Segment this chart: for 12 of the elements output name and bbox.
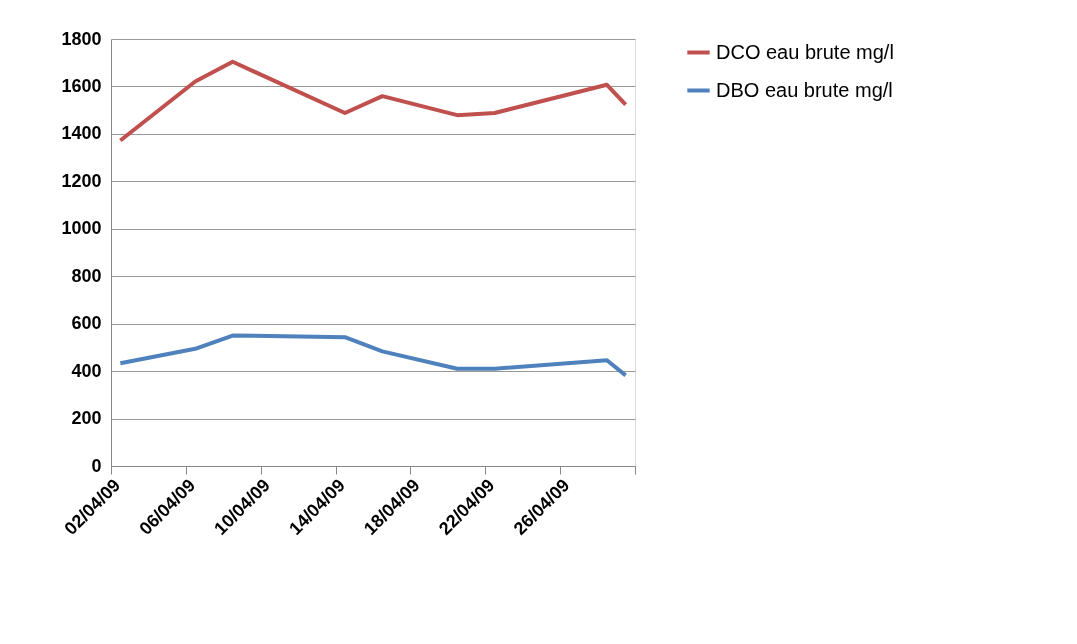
y-tick-label: 0 — [91, 455, 102, 476]
y-tick-label: 1200 — [61, 170, 102, 191]
y-tick-label: 400 — [71, 360, 102, 381]
legend-label: DBO eau brute mg/l — [716, 78, 893, 101]
y-tick-label: 200 — [71, 408, 102, 429]
y-tick-label: 1400 — [61, 123, 102, 144]
y-tick-label: 600 — [71, 313, 102, 334]
y-tick-label: 1600 — [61, 75, 102, 96]
y-tick-label: 1800 — [61, 28, 102, 49]
y-tick-label: 800 — [71, 265, 102, 286]
y-tick-label: 1000 — [61, 218, 102, 239]
legend-label: DCO eau brute mg/l — [716, 40, 894, 63]
